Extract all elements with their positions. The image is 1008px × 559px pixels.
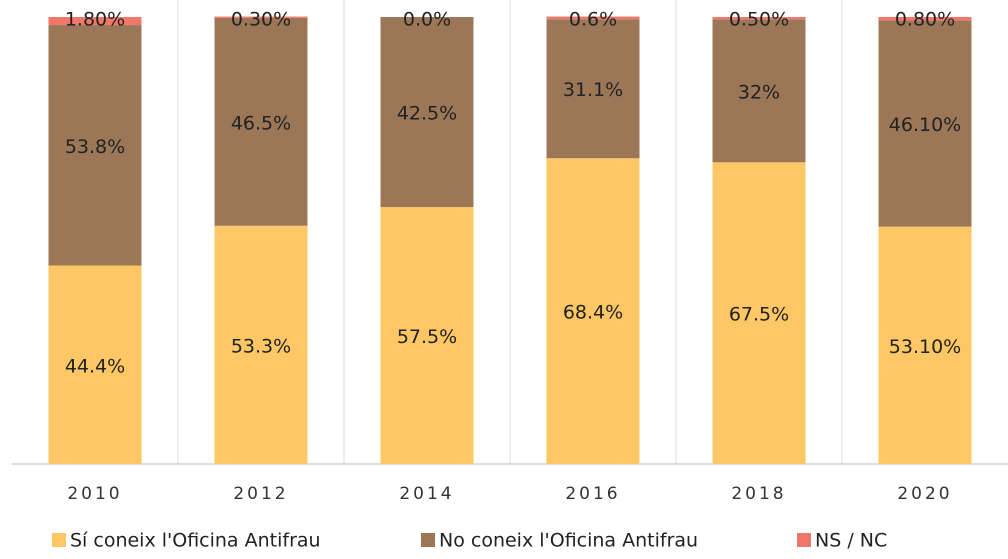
data-label: 57.5%: [397, 326, 457, 348]
bar-segment: [878, 20, 972, 227]
data-label: 53.10%: [889, 336, 961, 358]
bar-segment: [48, 17, 142, 26]
legend-swatch: [797, 533, 811, 547]
bar-segment: [712, 162, 806, 464]
bar-segment: [546, 19, 640, 159]
x-tick-label: 2016: [565, 484, 620, 504]
data-label: 53.8%: [65, 136, 125, 158]
bar-segment: [546, 158, 640, 464]
bar-segment: [546, 16, 640, 20]
x-tick-label: 2014: [399, 484, 454, 504]
data-label: 44.4%: [65, 355, 125, 377]
bar-segment: [48, 25, 142, 266]
data-label: 0.6%: [569, 9, 617, 31]
bar-segment: [214, 17, 308, 226]
data-label: 53.3%: [231, 335, 291, 357]
data-label: 42.5%: [397, 102, 457, 124]
data-label: 68.4%: [563, 302, 623, 324]
data-label: 31.1%: [563, 79, 623, 101]
data-label: 32%: [738, 81, 780, 103]
legend-label: No coneix l'Oficina Antifrau: [439, 530, 698, 552]
x-tick-label: 2010: [67, 484, 122, 504]
data-label: 0.80%: [895, 9, 955, 31]
bar-segment: [878, 226, 972, 464]
data-label: 0.0%: [403, 9, 451, 31]
data-label: 67.5%: [729, 304, 789, 326]
x-tick-label: 2018: [731, 484, 786, 504]
data-label: 0.30%: [231, 9, 291, 31]
bar-segment: [214, 16, 308, 18]
bar-segment: [380, 17, 474, 207]
data-label: 46.5%: [231, 112, 291, 134]
data-label: 46.10%: [889, 114, 961, 136]
bar-segment: [712, 19, 806, 163]
data-label: 0.50%: [729, 9, 789, 31]
bar-segment: [48, 265, 142, 464]
bar-segment: [878, 17, 972, 21]
legend-swatch: [52, 533, 66, 547]
x-tick-label: 2012: [233, 484, 288, 504]
legend-swatch: [421, 533, 435, 547]
legend-label: Sí coneix l'Oficina Antifrau: [70, 530, 321, 552]
x-tick-label: 2020: [897, 484, 952, 504]
data-label: 1.80%: [65, 9, 125, 31]
bar-segment: [380, 206, 474, 464]
bar-segment: [712, 17, 806, 20]
bar-segment: [214, 225, 308, 464]
legend-label: NS / NC: [815, 530, 887, 552]
